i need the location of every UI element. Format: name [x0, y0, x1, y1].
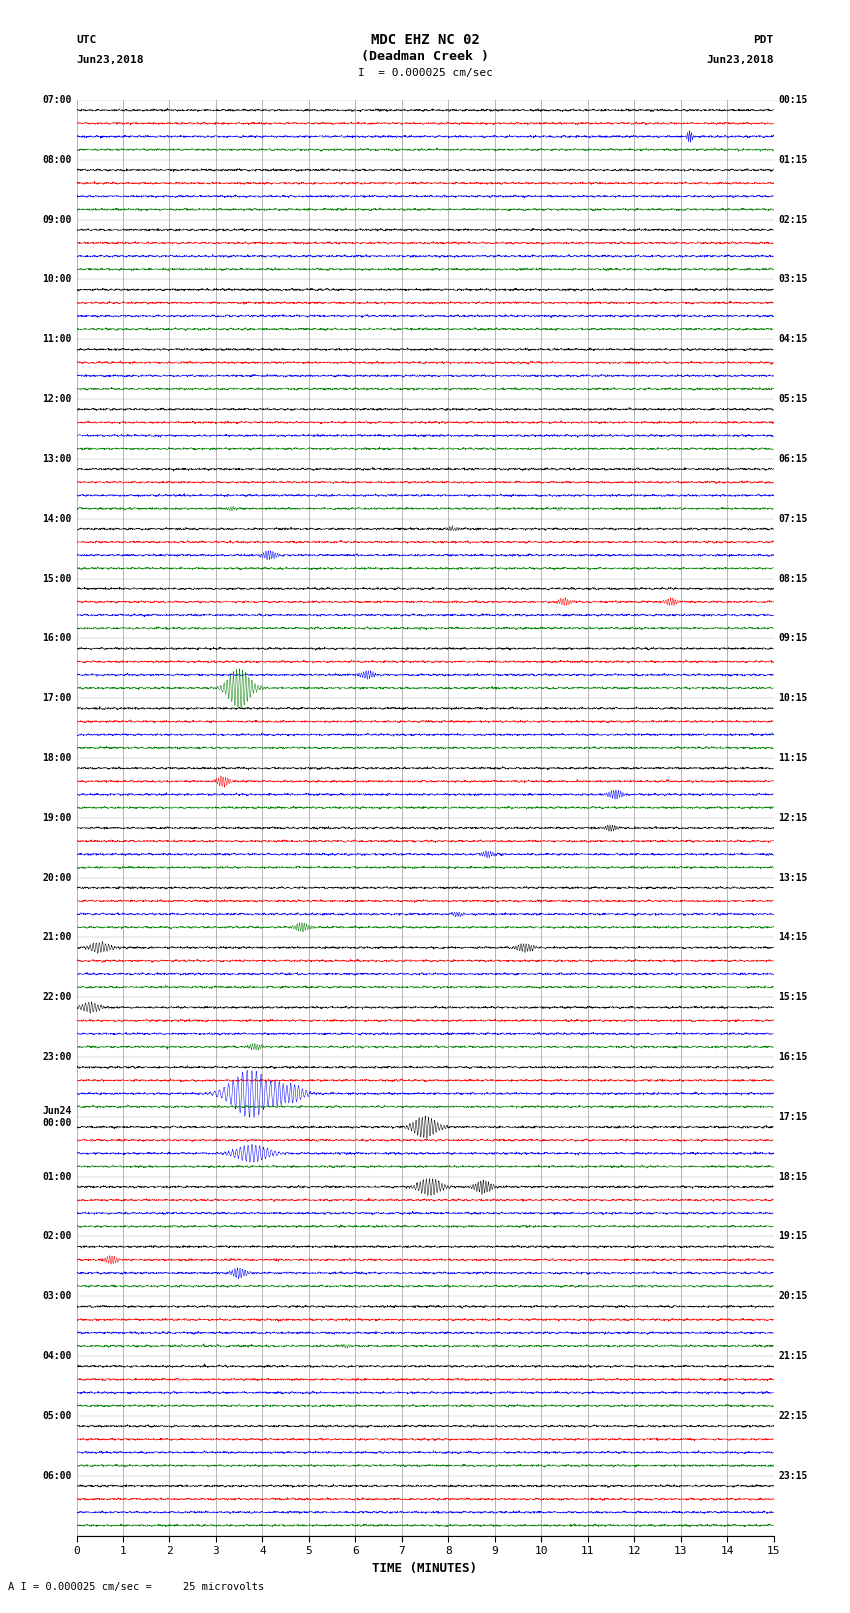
Text: 08:00: 08:00: [42, 155, 71, 165]
Text: 13:00: 13:00: [42, 453, 71, 465]
Text: 01:15: 01:15: [779, 155, 808, 165]
Text: 09:00: 09:00: [42, 215, 71, 224]
Text: 14:15: 14:15: [779, 932, 808, 942]
Text: 13:15: 13:15: [779, 873, 808, 882]
Text: 02:00: 02:00: [42, 1231, 71, 1242]
Text: 21:00: 21:00: [42, 932, 71, 942]
Text: 15:15: 15:15: [779, 992, 808, 1002]
Text: MDC EHZ NC 02: MDC EHZ NC 02: [371, 34, 479, 47]
Text: 03:00: 03:00: [42, 1292, 71, 1302]
Text: 06:00: 06:00: [42, 1471, 71, 1481]
Text: A I = 0.000025 cm/sec =     25 microvolts: A I = 0.000025 cm/sec = 25 microvolts: [8, 1582, 264, 1592]
Text: 12:00: 12:00: [42, 394, 71, 405]
Text: 18:00: 18:00: [42, 753, 71, 763]
Text: 19:15: 19:15: [779, 1231, 808, 1242]
Text: 20:00: 20:00: [42, 873, 71, 882]
Text: 05:00: 05:00: [42, 1411, 71, 1421]
Text: 05:15: 05:15: [779, 394, 808, 405]
Text: 01:00: 01:00: [42, 1171, 71, 1182]
Text: 07:15: 07:15: [779, 513, 808, 524]
Text: 18:15: 18:15: [779, 1171, 808, 1182]
Text: Jun24
00:00: Jun24 00:00: [42, 1107, 71, 1127]
Text: 11:00: 11:00: [42, 334, 71, 344]
X-axis label: TIME (MINUTES): TIME (MINUTES): [372, 1561, 478, 1574]
Text: UTC: UTC: [76, 35, 97, 45]
Text: 17:00: 17:00: [42, 694, 71, 703]
Text: 00:15: 00:15: [779, 95, 808, 105]
Text: I  = 0.000025 cm/sec: I = 0.000025 cm/sec: [358, 68, 492, 77]
Text: 23:00: 23:00: [42, 1052, 71, 1061]
Text: 16:00: 16:00: [42, 634, 71, 644]
Text: 11:15: 11:15: [779, 753, 808, 763]
Text: 09:15: 09:15: [779, 634, 808, 644]
Text: 22:00: 22:00: [42, 992, 71, 1002]
Text: Jun23,2018: Jun23,2018: [76, 55, 144, 65]
Text: 03:15: 03:15: [779, 274, 808, 284]
Text: 17:15: 17:15: [779, 1111, 808, 1123]
Text: 10:00: 10:00: [42, 274, 71, 284]
Text: 15:00: 15:00: [42, 574, 71, 584]
Text: (Deadman Creek ): (Deadman Creek ): [361, 50, 489, 63]
Text: Jun23,2018: Jun23,2018: [706, 55, 774, 65]
Text: 23:15: 23:15: [779, 1471, 808, 1481]
Text: 14:00: 14:00: [42, 513, 71, 524]
Text: 22:15: 22:15: [779, 1411, 808, 1421]
Text: 20:15: 20:15: [779, 1292, 808, 1302]
Text: 19:00: 19:00: [42, 813, 71, 823]
Text: 04:00: 04:00: [42, 1352, 71, 1361]
Text: 10:15: 10:15: [779, 694, 808, 703]
Text: 21:15: 21:15: [779, 1352, 808, 1361]
Text: 06:15: 06:15: [779, 453, 808, 465]
Text: 04:15: 04:15: [779, 334, 808, 344]
Text: 07:00: 07:00: [42, 95, 71, 105]
Text: 08:15: 08:15: [779, 574, 808, 584]
Text: 12:15: 12:15: [779, 813, 808, 823]
Text: PDT: PDT: [753, 35, 774, 45]
Text: 16:15: 16:15: [779, 1052, 808, 1061]
Text: 02:15: 02:15: [779, 215, 808, 224]
